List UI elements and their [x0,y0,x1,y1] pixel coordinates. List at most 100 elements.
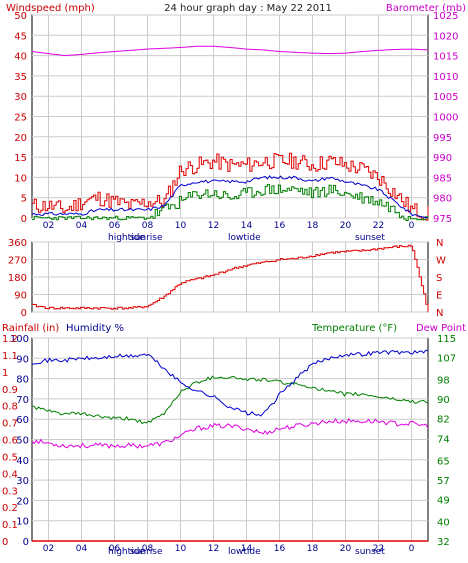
x-tick-label: 20 [340,544,352,554]
sunset-label-top: sunset [355,233,385,243]
lowtide-label-bottom: lowtide [228,547,261,557]
humidity-tick-label: 0 [23,537,29,548]
hightide-label-top: hightide [108,233,145,243]
temp-tick-label: 90 [437,395,450,406]
chart-title: 24 hour graph day : May 22 2011 [164,3,332,14]
rain-tick-label: 1 [2,368,8,379]
y2-tick-label: 1000 [433,113,458,124]
barometer-axis-label: Barometer (mb) [386,3,466,14]
humidity-tick-label: 100 [10,334,29,345]
temp-tick-label: 107 [437,354,456,365]
humidity-tick-label: 70 [16,395,29,406]
x-tick-label: 18 [307,221,319,231]
temp-tick-label: 82 [437,415,450,426]
barometer-series [31,45,429,57]
sunrise-label-top: sunrise [130,233,163,243]
rain-tick-label: 0.1 [2,520,18,531]
rain-tick-label: 0 [2,537,8,548]
x-tick-label: 10 [175,221,187,231]
y-tick-label: 10 [14,173,27,184]
humidity-series [31,349,429,417]
humidity-tick-label: 30 [16,476,29,487]
x-tick-label: 0 [409,544,415,554]
y-tick-label: 15 [14,153,27,164]
rain-tick-label: 0.5 [2,452,18,463]
y2-tick-label: 985 [433,173,452,184]
rain-tick-label: 0.7 [2,419,18,430]
direction-series [32,244,429,312]
rain-tick-label: 0.4 [2,469,18,480]
y-tick-label: 270 [8,256,27,267]
temp-tick-label: 115 [437,334,456,345]
humidity-tick-label: 80 [16,375,29,386]
x-tick-label: 06 [109,221,121,231]
x-tick-label: 10 [175,544,187,554]
direction-label: N [436,238,443,249]
direction-label: E [436,291,442,302]
y-tick-label: 0 [21,308,27,319]
rain-tick-label: 1.1 [2,351,18,362]
rain-tick-label: 0.8 [2,402,18,413]
y-tick-label: 30 [14,92,27,103]
y2-tick-label: 1005 [433,92,458,103]
x-tick-label: 04 [76,221,88,231]
sunset-label-bottom: sunset [355,547,385,557]
y-tick-label: 50 [14,11,27,22]
x-tick-label: 22 [373,221,384,231]
y2-tick-label: 1020 [433,31,458,42]
temp-tick-label: 74 [437,434,450,445]
dewpoint-axis-label: Dew Point [416,323,466,334]
y-tick-label: 45 [14,31,27,42]
x-tick-label: 14 [241,221,253,231]
humidity-tick-label: 50 [16,436,29,447]
temperature-series [31,375,429,425]
y-tick-label: 40 [14,52,27,63]
y-tick-label: 5 [21,194,27,205]
y2-tick-label: 990 [433,153,452,164]
humidity-tick-label: 10 [16,517,29,528]
temp-tick-label: 98 [437,376,450,387]
y-tick-label: 25 [14,113,27,124]
humidity-tick-label: 60 [16,415,29,426]
y-tick-label: 180 [8,273,27,284]
direction-label: S [436,273,442,284]
rain-tick-label: 0.6 [2,436,18,447]
x-tick-label: 20 [340,221,352,231]
x-tick-label: 12 [208,544,219,554]
y2-tick-label: 995 [433,133,452,144]
y-tick-label: 35 [14,72,27,83]
y2-tick-label: 980 [433,194,452,205]
x-tick-label: 16 [274,221,286,231]
x-tick-label: 04 [76,544,88,554]
temp-tick-label: 32 [437,537,450,548]
gust-series [32,152,429,221]
humidity-tick-label: 20 [16,496,29,507]
humidity-tick-label: 40 [16,456,29,467]
direction-label: N [436,308,443,319]
x-tick-label: 06 [109,544,121,554]
y2-tick-label: 1015 [433,52,458,63]
y2-tick-label: 1010 [433,72,458,83]
rain-tick-label: 0.9 [2,385,18,396]
y2-tick-label: 1025 [433,11,458,22]
temp-tick-label: 49 [437,495,450,506]
temperature-axis-label: Temperature (°F) [311,323,397,334]
x-tick-label: 14 [241,544,253,554]
rain-tick-label: 0.2 [2,503,18,514]
y-tick-label: 0 [21,214,27,225]
wind-avg-series [31,175,429,219]
x-tick-label: 16 [274,544,286,554]
temp-tick-label: 40 [437,517,450,528]
temp-tick-label: 57 [437,476,450,487]
rainfall-axis-label: Rainfall (in) [2,323,59,334]
y-tick-label: 20 [14,133,27,144]
wind-low-series [32,184,429,221]
x-tick-label: 22 [373,544,384,554]
humidity-axis-label: Humidity % [66,323,124,334]
humidity-tick-label: 90 [16,354,29,365]
dewpoint-series [31,417,429,449]
x-tick-label: 0 [409,221,415,231]
x-tick-label: 02 [43,221,54,231]
x-tick-label: 02 [43,544,54,554]
